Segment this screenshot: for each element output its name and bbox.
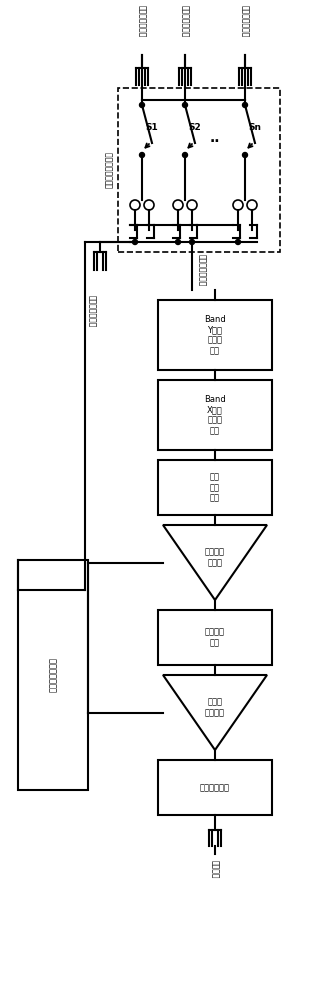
Circle shape (243, 152, 248, 157)
Circle shape (183, 103, 188, 107)
Text: Band
Y谐波
滤波除
网络: Band Y谐波 滤波除 网络 (204, 315, 226, 355)
Text: 发射及接收引脚: 发射及接收引脚 (138, 5, 146, 37)
Circle shape (133, 239, 138, 244)
Circle shape (235, 239, 240, 244)
Bar (158, 300, 272, 370)
Text: S1: S1 (145, 122, 158, 131)
Circle shape (139, 152, 145, 157)
Text: 发射及接收引脚: 发射及接收引脚 (240, 5, 249, 37)
Bar (158, 460, 272, 515)
Circle shape (139, 103, 145, 107)
Bar (118, 88, 280, 252)
Text: Band
X谐波
滤波除
网络: Band X谐波 滤波除 网络 (204, 395, 226, 435)
Circle shape (176, 239, 180, 244)
Text: 输入引脚: 输入引脚 (210, 860, 219, 879)
Text: 级间匹配
电路: 级间匹配 电路 (205, 628, 225, 647)
Bar (158, 380, 272, 450)
Text: 第一级
放大单元: 第一级 放大单元 (205, 698, 225, 717)
Text: ··: ·· (210, 135, 220, 149)
Circle shape (243, 103, 248, 107)
Text: 输出
匹配
电路: 输出 匹配 电路 (210, 473, 220, 502)
Text: 收发信号选通开关: 收发信号选通开关 (105, 151, 114, 188)
Text: 输入匹配电路: 输入匹配电路 (200, 783, 230, 792)
Text: 发射及接收引脚: 发射及接收引脚 (180, 5, 189, 37)
Bar (18, 560, 88, 790)
Text: Sn: Sn (248, 122, 261, 131)
Circle shape (189, 239, 194, 244)
Bar (158, 760, 272, 815)
Text: 第二级放
大单元: 第二级放 大单元 (205, 548, 225, 567)
Text: 发射信号公共端: 发射信号公共端 (197, 254, 206, 286)
Text: S2: S2 (188, 122, 201, 131)
Text: 接收信号公共端: 接收信号公共端 (87, 295, 96, 327)
Circle shape (183, 152, 188, 157)
Text: 控制及偏置单元: 控制及偏置单元 (49, 658, 57, 692)
Bar (158, 610, 272, 665)
